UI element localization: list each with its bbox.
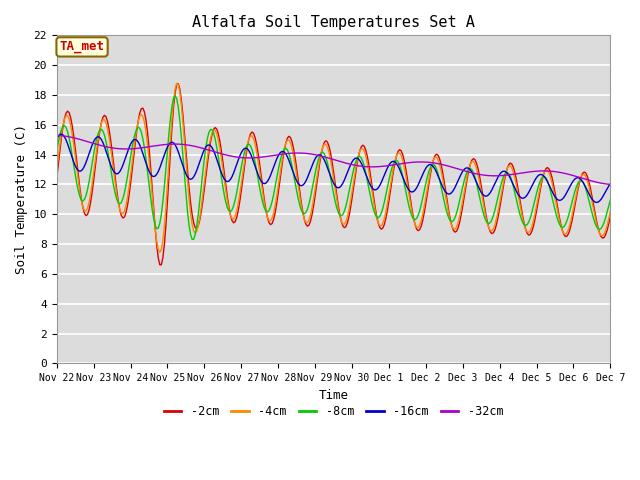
-4cm — [390, 164, 397, 170]
-16cm — [401, 178, 408, 184]
Line: -4cm: -4cm — [57, 84, 611, 252]
-4cm — [402, 173, 410, 179]
-2cm — [68, 122, 76, 128]
-2cm — [157, 262, 165, 268]
-4cm — [68, 131, 76, 137]
-4cm — [607, 208, 614, 214]
-8cm — [371, 211, 379, 217]
-8cm — [607, 197, 614, 203]
-2cm — [175, 81, 182, 86]
Line: -8cm: -8cm — [57, 96, 611, 240]
Text: TA_met: TA_met — [60, 40, 104, 53]
-2cm — [390, 168, 397, 173]
-8cm — [156, 220, 164, 226]
-16cm — [53, 136, 61, 142]
-16cm — [70, 159, 77, 165]
-8cm — [68, 152, 76, 158]
-4cm — [371, 207, 379, 213]
Line: -2cm: -2cm — [57, 84, 611, 265]
-16cm — [58, 131, 65, 137]
-16cm — [388, 159, 396, 165]
-8cm — [390, 160, 397, 166]
-32cm — [399, 161, 406, 167]
-8cm — [402, 189, 410, 194]
-16cm — [540, 174, 548, 180]
-16cm — [157, 161, 165, 167]
-8cm — [172, 93, 179, 98]
-32cm — [68, 134, 76, 140]
-8cm — [188, 237, 196, 242]
Line: -32cm: -32cm — [57, 135, 611, 184]
-32cm — [607, 181, 614, 187]
-4cm — [542, 168, 550, 173]
-4cm — [156, 250, 164, 255]
-8cm — [542, 175, 550, 180]
-2cm — [53, 175, 61, 180]
-2cm — [607, 213, 614, 219]
-4cm — [53, 167, 61, 172]
-16cm — [370, 187, 378, 192]
-32cm — [368, 164, 376, 170]
-4cm — [157, 247, 165, 252]
Title: Alfalfa Soil Temperatures Set A: Alfalfa Soil Temperatures Set A — [192, 15, 475, 30]
X-axis label: Time: Time — [319, 389, 349, 402]
Legend: -2cm, -4cm, -8cm, -16cm, -32cm: -2cm, -4cm, -8cm, -16cm, -32cm — [159, 401, 508, 423]
-4cm — [173, 81, 180, 86]
-2cm — [402, 166, 410, 172]
-32cm — [387, 162, 394, 168]
-8cm — [53, 148, 61, 154]
Line: -16cm: -16cm — [57, 134, 611, 203]
-32cm — [53, 132, 61, 138]
-2cm — [542, 166, 550, 172]
-2cm — [156, 262, 164, 268]
Y-axis label: Soil Temperature (C): Soil Temperature (C) — [15, 124, 28, 275]
-16cm — [607, 181, 614, 187]
-32cm — [539, 168, 547, 174]
-2cm — [371, 204, 379, 210]
-16cm — [593, 200, 600, 205]
-32cm — [156, 142, 164, 148]
